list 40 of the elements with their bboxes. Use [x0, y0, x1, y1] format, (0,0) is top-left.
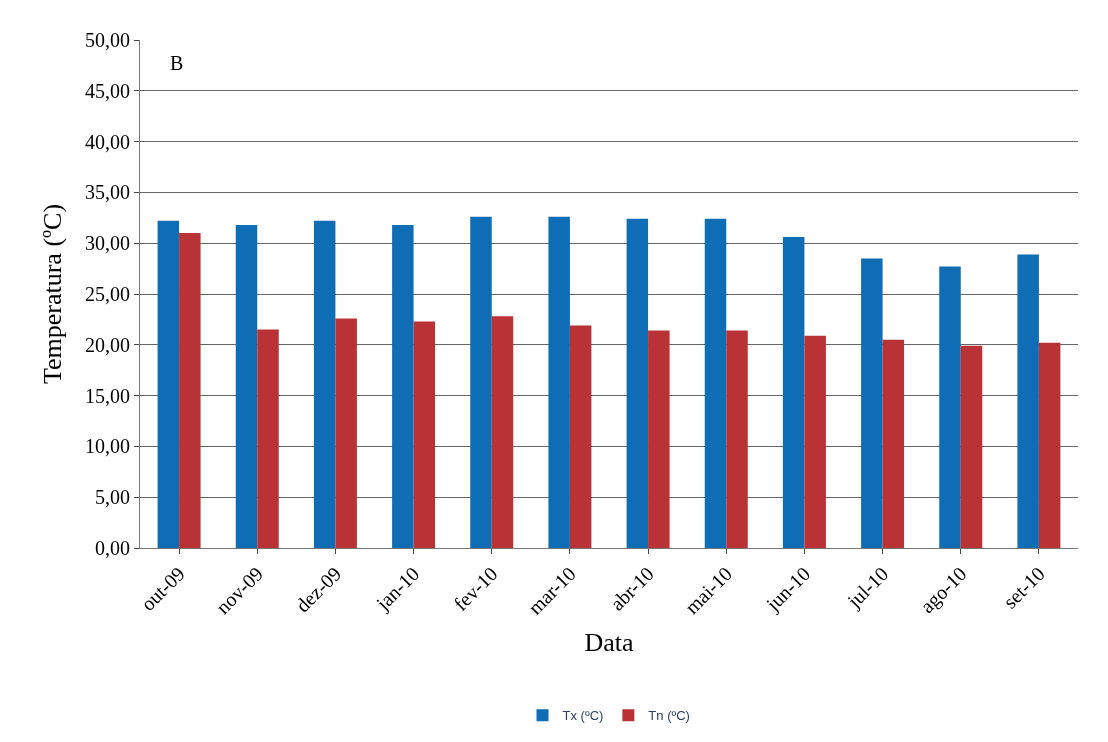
y-axis-title: Temperatura (ºC)	[38, 203, 68, 385]
bar	[1017, 254, 1039, 548]
legend-label: Tn (ºC)	[648, 708, 690, 724]
y-tick-label: 40,00	[85, 130, 130, 153]
y-tick-label: 25,00	[85, 283, 130, 305]
bar	[648, 330, 670, 548]
bar	[626, 218, 649, 548]
bar	[939, 266, 961, 548]
bar	[179, 233, 201, 548]
bar	[569, 325, 592, 548]
bar	[861, 258, 883, 548]
bar	[335, 318, 357, 548]
bar	[470, 216, 492, 548]
bar	[726, 330, 748, 548]
bar	[704, 218, 727, 548]
bar	[548, 216, 570, 548]
y-tick-label: 45,00	[85, 79, 130, 102]
bar	[960, 345, 983, 548]
legend-label: Tx (ºC)	[562, 708, 604, 724]
x-axis-title: Data	[584, 628, 634, 658]
y-tick-label: 15,00	[85, 384, 130, 407]
y-tick-label: 20,00	[85, 333, 130, 356]
bar	[235, 224, 258, 548]
y-tick-label: 50,00	[85, 29, 130, 51]
bar	[157, 220, 180, 548]
bar	[413, 321, 436, 548]
y-tick-label: 35,00	[85, 181, 130, 204]
bar	[1038, 342, 1061, 548]
bar	[804, 335, 826, 548]
bar	[313, 220, 336, 548]
annotation: B	[170, 52, 184, 74]
bar	[491, 316, 514, 548]
y-tick-label: 5,00	[95, 486, 130, 509]
y-tick-label: 0,00	[95, 537, 130, 559]
bar	[257, 329, 279, 548]
bar	[782, 237, 805, 548]
y-tick-label: 30,00	[85, 232, 130, 255]
bar	[882, 339, 905, 548]
y-tick-label: 10,00	[85, 435, 130, 458]
bar	[392, 224, 414, 548]
